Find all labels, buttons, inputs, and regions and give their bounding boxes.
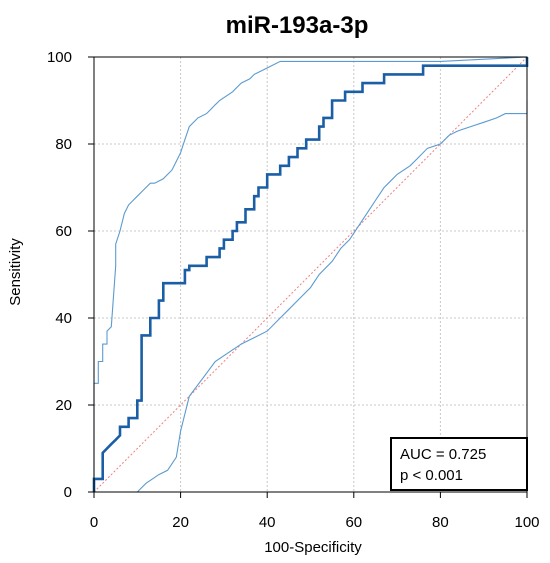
x-tick-label: 0 [90, 514, 98, 531]
y-tick-label: 20 [55, 397, 72, 414]
x-tick-label: 60 [345, 514, 362, 531]
p-value-annotation: p < 0.001 [400, 467, 463, 484]
auc-annotation: AUC = 0.725 [400, 446, 486, 463]
ci-lower-series-line [94, 100, 528, 493]
x-axis-label: 100-Specificity [264, 539, 362, 556]
y-tick-label: 80 [55, 136, 72, 153]
y-axis-label: Sensitivity [7, 238, 24, 306]
plot-frame [93, 56, 528, 493]
y-tick-label: 100 [47, 49, 72, 66]
x-tick-label: 40 [259, 514, 276, 531]
x-tick-label: 20 [172, 514, 189, 531]
reference-diagonal-line [93, 56, 528, 493]
y-tick-label: 0 [64, 484, 72, 501]
chart-title: miR-193a-3p [226, 12, 369, 39]
roc-series-line [92, 57, 529, 492]
y-tick-label: 60 [55, 223, 72, 240]
x-tick-label: 100 [514, 514, 539, 531]
auc-annotation-box: AUC = 0.725 p < 0.001 [390, 437, 528, 491]
y-axis: 0 20 40 60 80 100 [47, 49, 94, 501]
x-tick-label: 80 [432, 514, 449, 531]
x-axis: 0 20 40 60 80 100 [90, 492, 540, 531]
grid [94, 57, 527, 492]
y-tick-label: 40 [55, 310, 72, 327]
ci-upper-series-line [93, 56, 528, 492]
